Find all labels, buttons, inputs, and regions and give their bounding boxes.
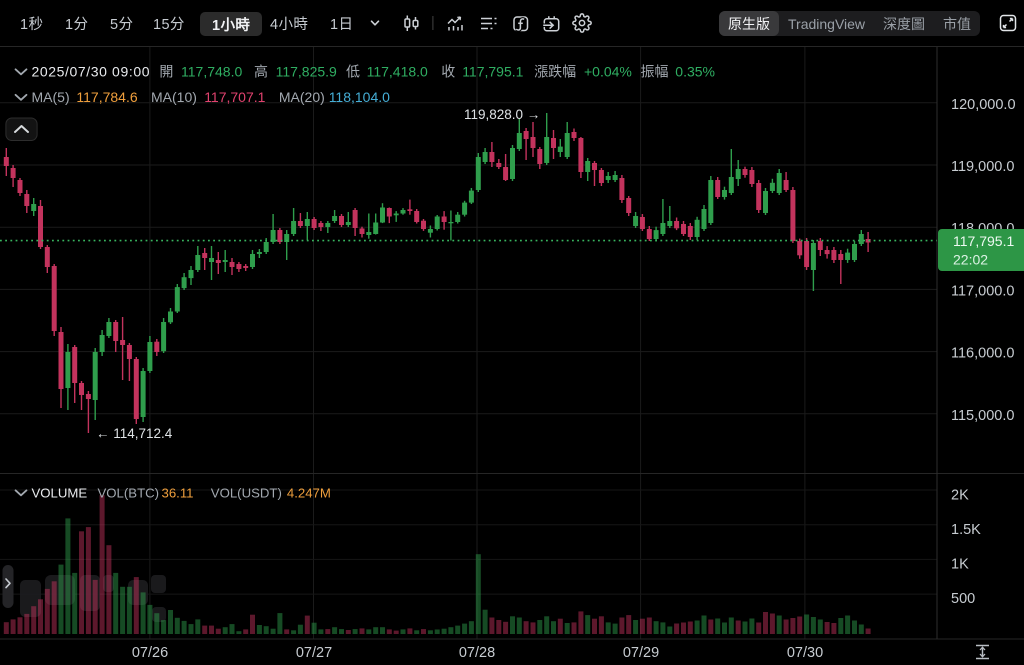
svg-text:22:02: 22:02 — [953, 252, 988, 268]
svg-text:120,000.0: 120,000.0 — [951, 97, 1016, 113]
svg-text:1K: 1K — [951, 557, 969, 573]
svg-text:117,795.1: 117,795.1 — [953, 233, 1014, 249]
svg-text:2K: 2K — [951, 488, 969, 504]
svg-text:07/28: 07/28 — [459, 645, 495, 661]
svg-text:07/29: 07/29 — [623, 645, 659, 661]
svg-text:115,000.0: 115,000.0 — [951, 408, 1014, 424]
svg-text:119,000.0: 119,000.0 — [951, 159, 1014, 175]
svg-text:07/26: 07/26 — [132, 645, 168, 661]
svg-text:07/27: 07/27 — [296, 645, 332, 661]
svg-text:1.5K: 1.5K — [951, 522, 981, 538]
svg-text:← 114,712.4: ← 114,712.4 — [96, 426, 173, 441]
svg-text:500: 500 — [951, 591, 975, 607]
svg-text:07/30: 07/30 — [787, 645, 823, 661]
svg-text:116,000.0: 116,000.0 — [951, 346, 1014, 362]
svg-text:MA(5)117,784.6MA(10)117,707.1M: MA(5) 117,784.6 MA(10) 117,707.1 MA(20) 118,1… — [32, 89, 391, 105]
svg-text:117,000.0: 117,000.0 — [951, 283, 1014, 299]
svg-text:119,828.0 →: 119,828.0 → — [464, 107, 540, 122]
